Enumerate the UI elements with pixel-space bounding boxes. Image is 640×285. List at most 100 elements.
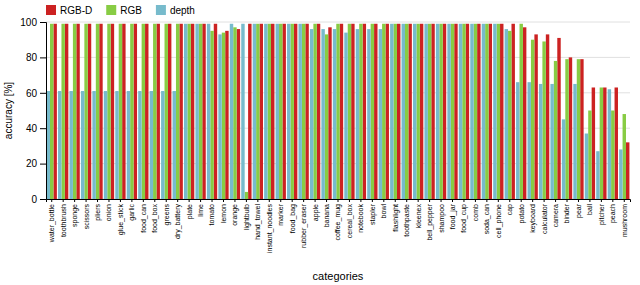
bar xyxy=(333,29,336,199)
legend-swatch xyxy=(106,5,116,15)
tick: binder xyxy=(563,199,570,223)
tick-mark xyxy=(86,199,87,202)
tick-mark xyxy=(212,199,213,202)
tick-mark xyxy=(475,199,476,202)
tick-label: 40 xyxy=(26,123,38,134)
tick-label: instant_noodles xyxy=(266,204,274,254)
tick: food_can xyxy=(140,199,148,233)
chart: 020406080100water_bottletoothbrushsponge… xyxy=(0,0,640,285)
bar xyxy=(562,119,565,199)
bar xyxy=(356,29,359,199)
legend: RGB-DRGBdepth xyxy=(46,5,195,16)
bar xyxy=(344,33,347,199)
tick: bowl xyxy=(380,199,387,218)
axis-domain xyxy=(40,23,47,200)
bar xyxy=(184,24,187,199)
bar xyxy=(127,91,130,199)
tick-mark xyxy=(200,199,201,202)
tick: potato xyxy=(518,199,526,223)
plot: 020406080100water_bottletoothbrushsponge… xyxy=(20,17,630,253)
tick-label: dry_battery xyxy=(174,204,182,240)
tick-mark xyxy=(40,57,46,58)
tick: cap xyxy=(506,199,514,215)
tick-mark xyxy=(486,199,487,202)
tick: cell_phone xyxy=(495,199,503,238)
bar xyxy=(390,24,393,199)
bar xyxy=(459,24,462,199)
tick: kleenex xyxy=(415,199,422,228)
bar xyxy=(542,41,545,199)
bar xyxy=(61,24,64,199)
tick-label: 0 xyxy=(31,194,37,205)
bar-series xyxy=(47,24,623,199)
tick: food_bag xyxy=(289,199,297,233)
tick: 20 xyxy=(26,158,46,169)
bar xyxy=(608,89,611,199)
bar xyxy=(218,34,221,199)
tick-label: hand_towel xyxy=(254,204,262,240)
bar xyxy=(336,24,339,199)
tick: greens xyxy=(163,199,171,225)
bar xyxy=(287,24,290,199)
bar xyxy=(546,34,549,199)
tick-mark xyxy=(578,199,579,202)
tick-label: toothbrush xyxy=(60,204,67,237)
tick: toothbrush xyxy=(60,199,67,237)
tick-label: pliers xyxy=(94,204,102,221)
bar xyxy=(611,111,614,200)
tick-label: peach xyxy=(609,204,617,223)
bar xyxy=(374,24,377,199)
tick: pear xyxy=(575,199,583,218)
bar xyxy=(497,24,500,199)
bar xyxy=(260,24,263,199)
tick: mushroom xyxy=(621,199,628,237)
tick-mark xyxy=(395,199,396,202)
bar xyxy=(420,24,423,199)
bar xyxy=(424,24,427,199)
tick-label: bowl xyxy=(380,204,387,219)
bar xyxy=(195,24,198,199)
bar xyxy=(153,24,156,199)
bar xyxy=(276,24,279,199)
bar xyxy=(557,38,560,199)
tick-mark xyxy=(40,164,46,165)
tick-label: orange xyxy=(231,204,239,226)
tick-mark xyxy=(601,199,602,202)
tick: comb xyxy=(472,199,479,221)
bar xyxy=(371,24,374,199)
tick-label: notebook xyxy=(357,204,364,233)
tick-mark xyxy=(360,199,361,202)
bar xyxy=(565,59,568,199)
tick: tomato xyxy=(208,199,215,225)
bar xyxy=(122,24,125,199)
bar xyxy=(176,24,179,199)
tick-mark xyxy=(177,199,178,202)
bar xyxy=(348,24,351,199)
bar xyxy=(408,24,411,199)
tick: cereal_box xyxy=(346,199,354,238)
bar xyxy=(168,24,171,199)
tick-mark xyxy=(498,199,499,202)
tick-mark xyxy=(223,199,224,202)
legend-item: depth xyxy=(156,5,195,16)
bar xyxy=(173,91,176,199)
tick-mark xyxy=(612,199,613,202)
tick-mark xyxy=(63,199,64,202)
tick-label: 80 xyxy=(26,52,38,63)
tick: ball xyxy=(586,199,593,215)
tick: scissors xyxy=(83,199,90,229)
bar xyxy=(623,114,626,199)
bar xyxy=(626,142,629,199)
bar xyxy=(477,24,480,199)
bar xyxy=(554,61,557,199)
tick: food_box xyxy=(151,199,159,233)
bar xyxy=(210,31,213,199)
bar xyxy=(379,29,382,199)
tick-mark xyxy=(189,199,190,202)
tick: 60 xyxy=(26,88,46,99)
bar xyxy=(256,24,259,199)
tick-mark xyxy=(40,22,46,23)
tick-label: binder xyxy=(563,203,570,223)
bar xyxy=(317,24,320,199)
tick-label: pear xyxy=(575,203,583,218)
